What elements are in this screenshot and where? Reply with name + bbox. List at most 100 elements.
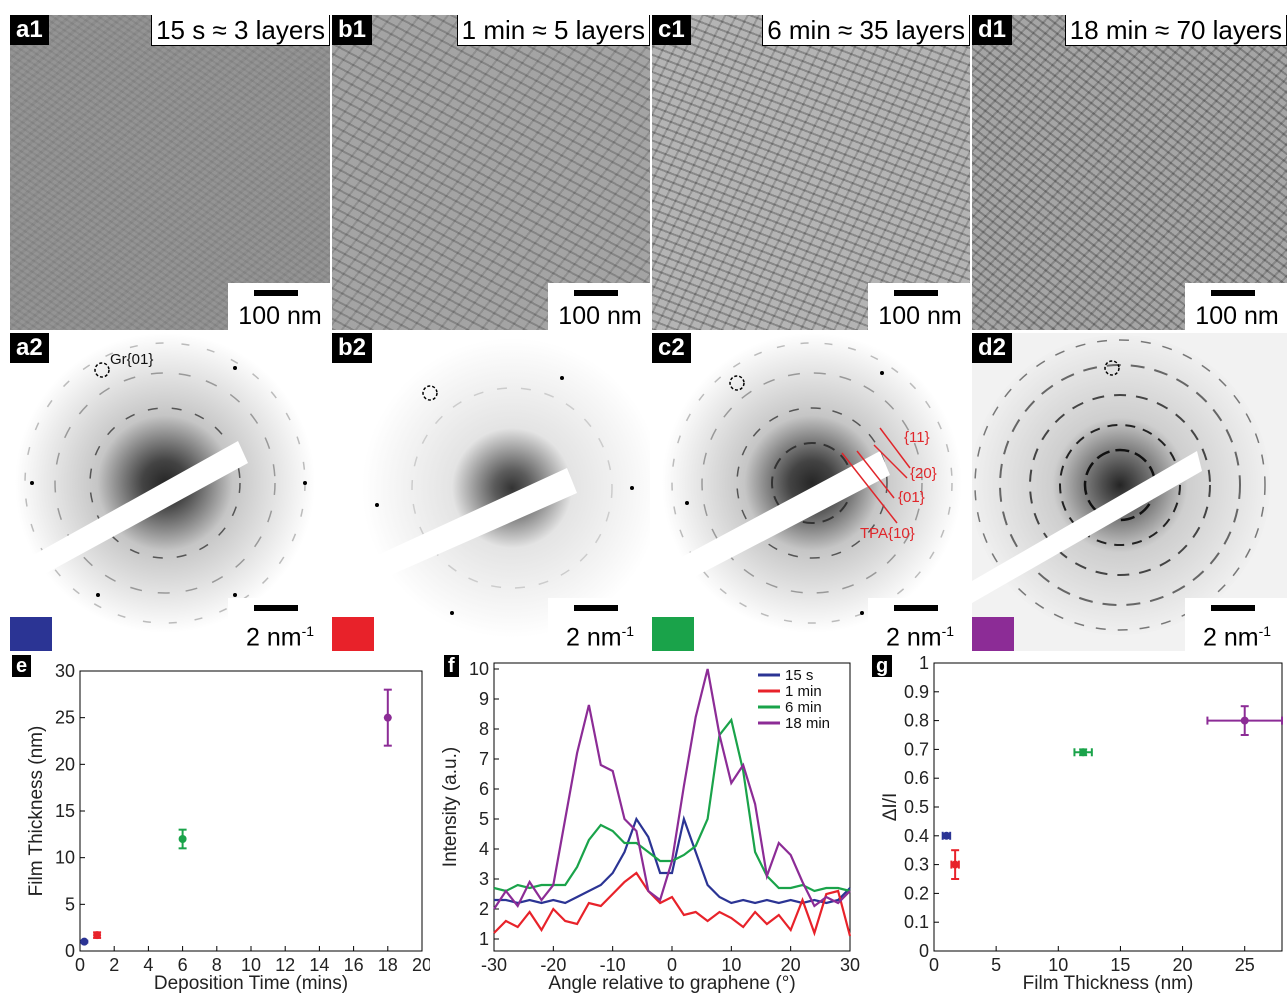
data-point	[942, 831, 951, 840]
x-tick-label: 0	[929, 955, 939, 975]
panel-tag: c2	[652, 333, 691, 363]
plot-frame	[79, 670, 423, 952]
data-point	[80, 937, 89, 946]
tpa-label-11: {11}	[904, 429, 930, 446]
x-tick-label: 16	[344, 955, 364, 975]
diffraction-pattern	[652, 333, 962, 633]
y-tick-label: 3	[479, 869, 489, 889]
x-tick-label: 20	[412, 955, 430, 975]
y-tick-label: 0.2	[904, 883, 929, 903]
y-tick-label: 20	[55, 754, 75, 774]
y-axis-label: Film Thickness (nm)	[26, 726, 47, 897]
diffraction-panel-a2: a2 Gr{01} 2 nm-1	[10, 333, 330, 651]
y-tick-label: 4	[479, 839, 489, 859]
panel-tag: a2	[10, 333, 49, 363]
scale-bar: 2 nm-1	[868, 597, 970, 651]
x-axis-label: Angle relative to graphene (°)	[548, 973, 795, 994]
x-axis-label: Film Thickness (nm)	[1023, 973, 1194, 994]
y-tick-label: 10	[469, 659, 489, 679]
y-tick-label: 0.8	[904, 711, 929, 731]
scale-bar: 2 nm-1	[1185, 597, 1287, 651]
data-point	[1240, 716, 1249, 725]
x-tick-label: 30	[840, 955, 860, 975]
y-tick-label: 10	[55, 848, 75, 868]
diffraction-panel-c2: c2 {11} {20} {01} TPA{10} 2 nm-1	[652, 333, 970, 651]
x-tick-label: 4	[143, 955, 153, 975]
panel-title: 1 min ≈ 5 layers	[456, 15, 650, 46]
x-tick-label: 0	[667, 955, 677, 975]
x-tick-label: 2	[109, 955, 119, 975]
diffraction-panel-d2: d2 2 nm-1	[972, 333, 1287, 651]
y-tick-label: 5	[65, 894, 75, 914]
tpa-label-01: {01}	[898, 489, 925, 506]
panel-tag: c1	[652, 15, 691, 45]
plot-frame	[933, 662, 1283, 952]
x-tick-label: 10	[241, 955, 261, 975]
x-tick-label: -10	[600, 955, 626, 975]
y-axis-label: Intensity (a.u.)	[440, 747, 461, 867]
x-tick-label: 5	[991, 955, 1001, 975]
data-point	[93, 931, 102, 940]
panel-tag-g: g	[872, 655, 893, 677]
series-line	[493, 871, 852, 937]
diffraction-pattern	[10, 333, 315, 633]
legend-label: 18 min	[785, 715, 830, 732]
tem-panel-d1: d1 18 min ≈ 70 layers 100 nm	[972, 15, 1287, 330]
color-swatch	[10, 617, 52, 651]
legend-label: 15 s	[785, 667, 813, 684]
y-tick-label: 0.4	[904, 826, 929, 846]
panel-tag: a1	[10, 15, 49, 45]
color-swatch	[332, 617, 374, 651]
x-tick-label: -20	[540, 955, 566, 975]
y-tick-label: 1	[919, 653, 929, 673]
tem-panel-a1: a1 15 s ≈ 3 layers 100 nm	[10, 15, 330, 330]
y-tick-label: 15	[55, 801, 75, 821]
series-line	[494, 815, 851, 905]
scale-bar: 100 nm	[228, 283, 330, 330]
data-point	[1079, 748, 1088, 757]
y-tick-label: 0.1	[904, 912, 929, 932]
series-line	[493, 717, 851, 893]
y-tick-label: 0	[919, 941, 929, 961]
gr-label: Gr{01}	[110, 351, 154, 368]
x-tick-label: 25	[1235, 955, 1255, 975]
x-tick-label: 15	[1110, 955, 1130, 975]
x-tick-label: 20	[781, 955, 801, 975]
panel-tag: d2	[972, 333, 1013, 363]
panel-tag: b1	[332, 15, 373, 45]
y-axis-label: ΔI/I	[880, 793, 901, 822]
y-tick-label: 30	[55, 661, 75, 681]
scale-bar: 100 nm	[868, 283, 970, 330]
y-tick-label: 6	[479, 779, 489, 799]
y-tick-label: 0	[65, 941, 75, 961]
tem-panel-c1: c1 6 min ≈ 35 layers 100 nm	[652, 15, 970, 330]
legend-label: 6 min	[785, 699, 822, 716]
legend-label: 1 min	[785, 683, 822, 700]
scale-bar: 2 nm-1	[228, 597, 330, 651]
y-tick-label: 0.7	[904, 739, 929, 759]
y-tick-label: 7	[479, 749, 489, 769]
scale-bar: 100 nm	[548, 283, 650, 330]
y-tick-label: 0.6	[904, 768, 929, 788]
x-tick-label: 18	[378, 955, 398, 975]
y-tick-label: 0.9	[904, 682, 929, 702]
x-axis-label: Deposition Time (mins)	[154, 973, 348, 994]
panel-title: 6 min ≈ 35 layers	[762, 15, 970, 46]
y-tick-label: 8	[479, 719, 489, 739]
tpa-label-20: {20}	[910, 465, 937, 482]
panel-tag-e: e	[12, 655, 32, 677]
panel-tag: d1	[972, 15, 1013, 45]
y-tick-label: 5	[479, 809, 489, 829]
chart-e: 0 2 4 6 8 10 12 14 16 18 20 0 5 10 15 20 25 30 Deposition …	[26, 661, 430, 994]
x-tick-label: 10	[721, 955, 741, 975]
data-point	[178, 835, 187, 843]
x-tick-label: 6	[178, 955, 188, 975]
x-tick-label: 14	[309, 955, 329, 975]
x-tick-label: 12	[275, 955, 295, 975]
x-tick-label: 0	[75, 955, 85, 975]
y-tick-label: 1	[479, 929, 489, 949]
color-swatch	[972, 617, 1014, 651]
y-tick-label: 9	[479, 689, 489, 709]
panel-title: 18 min ≈ 70 layers	[1064, 15, 1287, 46]
